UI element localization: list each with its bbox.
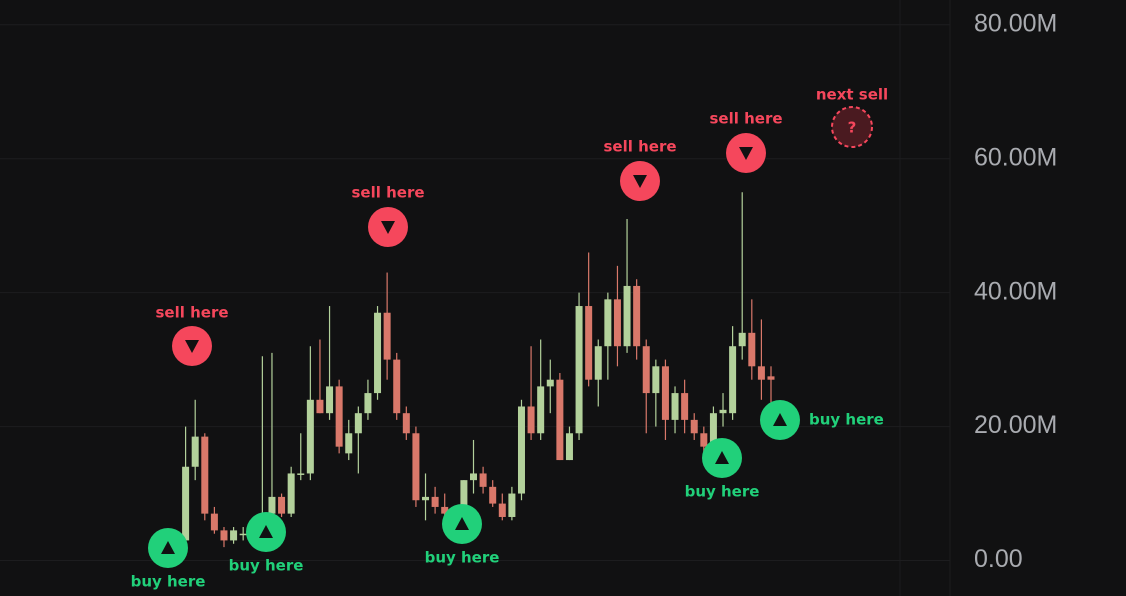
candle-body xyxy=(537,386,545,434)
candle-body xyxy=(498,503,506,517)
next-signal-icon xyxy=(831,106,873,148)
buy-label: buy here xyxy=(425,549,500,567)
candle-body xyxy=(278,496,286,514)
candle-body xyxy=(402,413,410,434)
candle-body xyxy=(335,386,343,447)
candle-body xyxy=(201,436,209,514)
candle-body xyxy=(297,473,305,475)
candle-body xyxy=(470,473,477,481)
candle-body xyxy=(565,433,573,461)
candle-body xyxy=(700,433,708,447)
buy-arrow xyxy=(161,541,175,554)
candle-body xyxy=(652,366,660,394)
candle-body xyxy=(546,379,554,387)
sell-label: sell here xyxy=(709,110,782,128)
candle-body xyxy=(210,513,218,531)
candle-body xyxy=(633,285,641,347)
candle-body xyxy=(383,312,391,360)
sell-label: sell here xyxy=(351,184,424,202)
y-tick-label: 0.00 xyxy=(974,545,1023,573)
buy-arrow xyxy=(773,413,787,426)
candle-body xyxy=(489,486,497,504)
buy-arrow xyxy=(455,517,469,530)
y-tick-label: 20.00M xyxy=(974,411,1057,439)
buy-label: buy here xyxy=(809,411,884,429)
candle-body xyxy=(287,473,295,514)
candle-body xyxy=(191,436,199,467)
candle-body xyxy=(508,493,516,517)
candle-body xyxy=(527,406,535,434)
candle-body xyxy=(374,312,382,394)
candle-body xyxy=(326,386,334,414)
candle-body xyxy=(460,480,468,528)
sell-arrow xyxy=(381,221,395,234)
sell-arrow xyxy=(633,175,647,188)
candle-body xyxy=(709,413,717,447)
sell-label: sell here xyxy=(155,304,228,322)
candle-body xyxy=(729,346,737,414)
buy-label: buy here xyxy=(685,483,760,501)
y-tick-label: 80.00M xyxy=(974,9,1057,37)
candle-body xyxy=(354,413,362,434)
candle-body xyxy=(517,406,525,494)
candle-body xyxy=(316,399,324,414)
candle-body xyxy=(268,496,276,514)
buy-label: buy here xyxy=(131,573,206,591)
sell-label: sell here xyxy=(603,138,676,156)
y-tick-label: 60.00M xyxy=(974,143,1057,171)
candle-body xyxy=(575,306,583,434)
candle-body xyxy=(738,332,746,347)
buy-arrow xyxy=(715,451,729,464)
candle-body xyxy=(239,533,247,536)
candle-body xyxy=(767,376,775,380)
candle-body xyxy=(479,473,487,487)
buy-arrow xyxy=(259,525,273,538)
candle-body xyxy=(364,393,372,414)
candle-body xyxy=(719,409,727,414)
candle-body xyxy=(661,366,669,420)
candle-body xyxy=(623,285,631,347)
candle-body xyxy=(393,359,401,414)
candle-body xyxy=(642,346,650,394)
candle-body xyxy=(412,433,420,501)
candle-body xyxy=(182,466,190,541)
candle-body xyxy=(345,433,353,454)
candle-body xyxy=(556,379,564,461)
candle-body xyxy=(604,299,612,347)
candle-body xyxy=(431,496,439,507)
candle-body xyxy=(441,506,449,514)
candle-body xyxy=(422,496,430,501)
candle-body xyxy=(681,393,689,420)
candle-body xyxy=(220,530,228,541)
candle-body xyxy=(306,399,314,474)
buy-label: buy here xyxy=(229,557,304,575)
next-label: next sell xyxy=(816,86,888,104)
candle-body xyxy=(757,366,765,380)
sell-arrow xyxy=(739,147,753,160)
candle-body xyxy=(748,332,756,367)
candle-body xyxy=(230,530,238,541)
y-tick-label: 40.00M xyxy=(974,277,1057,305)
candle-body xyxy=(585,306,593,380)
next-signal-icon-text: ? xyxy=(848,119,857,137)
candle-body xyxy=(613,299,621,347)
candle-body xyxy=(690,419,698,434)
candle-body xyxy=(671,393,679,420)
sell-arrow xyxy=(185,340,199,353)
candle-body xyxy=(594,346,602,380)
